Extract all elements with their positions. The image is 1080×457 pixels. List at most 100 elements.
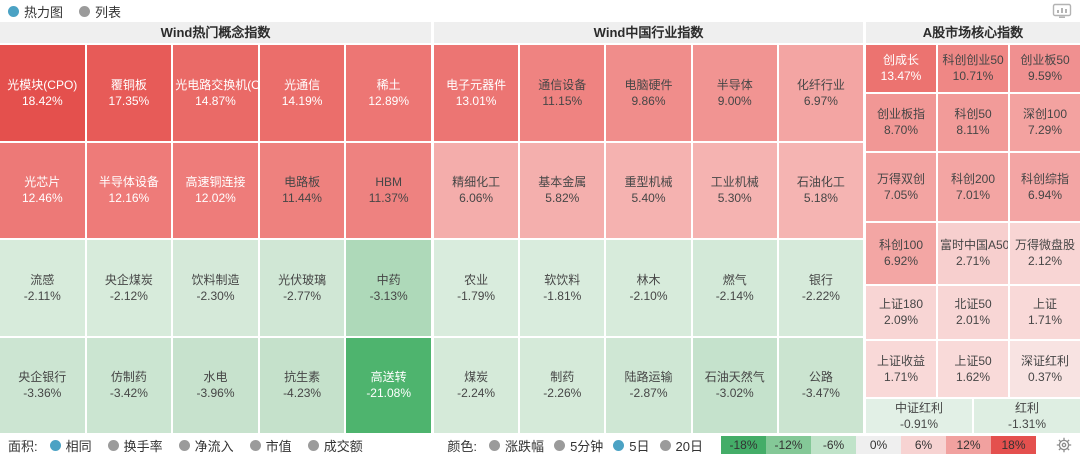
area-option-成交额[interactable]: 成交额 — [307, 436, 363, 455]
heatmap-cell[interactable]: 陆路运输 -2.87% — [606, 337, 691, 433]
section-title: Wind热门概念指数 — [0, 22, 431, 43]
color-scale-legend: -18% -12% -6% 0% 6% 12% 18% — [721, 436, 1036, 454]
heatmap-cell[interactable]: 覆铜板 17.35% — [86, 45, 172, 141]
heatmap-cell[interactable]: 光电路交换机(OC14.87% — [173, 45, 258, 141]
heatmap-cell[interactable]: 光芯片 12.46% — [0, 142, 85, 238]
heatmap-cell[interactable]: 上证 1.71% — [1010, 285, 1080, 339]
cell-index-name: 光芯片 — [24, 175, 61, 190]
legend-swatch-18%[interactable]: 18% — [991, 436, 1036, 454]
heatmap-cell[interactable]: 精细化工 6.06% — [434, 142, 519, 238]
heatmap-row: 光模块(CPO)18.42%覆铜板17.35%光电路交换机(OC14.87%光通… — [0, 45, 431, 141]
heatmap-cell[interactable]: 中药 -3.13% — [346, 240, 431, 336]
cell-index-name: 上证50 — [954, 353, 992, 368]
view-option-热力图[interactable]: 热力图 — [8, 2, 63, 21]
heatmap-cell[interactable]: 富时中国A50 2.71% — [938, 222, 1008, 284]
color-option-20日[interactable]: 20日 — [659, 436, 703, 455]
legend-swatch-12%[interactable]: 12% — [946, 436, 991, 454]
legend-swatch--12%[interactable]: -12% — [766, 436, 811, 454]
cell-change-value: 9.86% — [631, 93, 666, 108]
heatmap-cell[interactable]: 光通信 14.19% — [259, 45, 345, 141]
section-title: A股市场核心指数 — [866, 22, 1080, 43]
heatmap-cell[interactable]: 北证50 2.01% — [938, 285, 1008, 339]
heatmap-cell[interactable]: 软饮料 -1.81% — [520, 240, 605, 336]
section-title: Wind中国行业指数 — [434, 22, 863, 43]
heatmap-cell[interactable]: 创业板指 8.70% — [866, 93, 936, 151]
heatmap-cell[interactable]: 万得微盘股 2.12% — [1010, 222, 1080, 284]
heatmap-cell[interactable]: 深证红利 0.37% — [1010, 340, 1080, 398]
heatmap-cell[interactable]: 科创创业50 10.71% — [938, 45, 1008, 92]
legend-swatch--18%[interactable]: -18% — [721, 436, 766, 454]
cell-change-value: -3.13% — [369, 288, 408, 303]
heatmap-cell[interactable]: 电脑硬件 9.86% — [606, 45, 691, 141]
heatmap-cell[interactable]: 半导体 9.00% — [692, 45, 777, 141]
heatmap-cell[interactable]: 半导体设备 12.16% — [86, 142, 172, 238]
heatmap-cell[interactable]: 科创100 6.92% — [866, 222, 936, 284]
heatmap-cell[interactable]: 红利 -1.31% — [974, 399, 1080, 433]
heatmap-cell[interactable]: 化纤行业 6.97% — [778, 45, 864, 141]
heatmap-cell[interactable]: 燃气 -2.14% — [692, 240, 777, 336]
heatmap-cell[interactable]: 农业 -1.79% — [434, 240, 519, 336]
legend-swatch-0%[interactable]: 0% — [856, 436, 901, 454]
legend-swatch--6%[interactable]: -6% — [811, 436, 856, 454]
cell-change-value: -2.14% — [715, 288, 754, 303]
color-option-涨跌幅[interactable]: 涨跌幅 — [489, 436, 544, 455]
heatmap-cell[interactable]: 煤炭 -2.24% — [434, 337, 519, 433]
heatmap-cell[interactable]: 光模块(CPO) 18.42% — [0, 45, 85, 141]
heatmap-cell[interactable]: 光伏玻璃 -2.77% — [259, 240, 345, 336]
heatmap-cell[interactable]: 银行 -2.22% — [778, 240, 864, 336]
cell-change-value: -2.87% — [629, 386, 668, 401]
area-option-净流入[interactable]: 净流入 — [178, 436, 234, 455]
heatmap-cell[interactable]: 上证收益 1.71% — [866, 340, 936, 398]
heatmap-cell[interactable]: 中证红利 -0.91% — [866, 399, 972, 433]
heatmap-cell[interactable]: 电路板 11.44% — [259, 142, 345, 238]
settings-gear-icon[interactable] — [1056, 437, 1072, 453]
legend-swatch-6%[interactable]: 6% — [901, 436, 946, 454]
heatmap-cell[interactable]: 林木 -2.10% — [606, 240, 691, 336]
heatmap-cell[interactable]: 公路 -3.47% — [778, 337, 864, 433]
heatmap-cell[interactable]: 饮料制造 -2.30% — [173, 240, 258, 336]
cell-index-name: 科创50 — [954, 107, 992, 122]
heatmap-cell[interactable]: 仿制药 -3.42% — [86, 337, 172, 433]
heatmap-cell[interactable]: 创业板50 9.59% — [1010, 45, 1080, 92]
heatmap-cell[interactable]: 重型机械 5.40% — [606, 142, 691, 238]
area-option-相同[interactable]: 相同 — [49, 436, 92, 455]
heatmap-cell[interactable]: 石油天然气 -3.02% — [692, 337, 777, 433]
heatmap-cell[interactable]: 稀土 12.89% — [346, 45, 431, 141]
heatmap-cell[interactable]: HBM 11.37% — [346, 142, 431, 238]
heatmap-cell[interactable]: 万得双创 7.05% — [866, 152, 936, 221]
color-control-group: 颜色: 涨跌幅 5分钟 5日 20日 -18% -12% -6% 0% 6% 12% 18% — [447, 436, 1072, 455]
heatmap-cell[interactable]: 科创50 8.11% — [938, 93, 1008, 151]
color-option-5分钟[interactable]: 5分钟 — [554, 436, 603, 455]
heatmap-row: 创成长 13.47% 科创创业50 10.71% 创业板50 9.59% — [866, 45, 1080, 92]
color-option-5日[interactable]: 5日 — [613, 436, 650, 455]
area-control-group: 面积: 相同 换手率 净流入 市值 成交额 — [8, 436, 363, 455]
heatmap-cell[interactable]: 上证180 2.09% — [866, 285, 936, 339]
heatmap-cell[interactable]: 抗生素 -4.23% — [259, 337, 345, 433]
heatmap-cell[interactable]: 央企银行 -3.36% — [0, 337, 85, 433]
heatmap-cell[interactable]: 基本金属 5.82% — [520, 142, 605, 238]
heatmap-cell[interactable]: 制药 -2.26% — [520, 337, 605, 433]
screenshot-icon[interactable] — [1052, 3, 1072, 19]
radio-label: 热力图 — [24, 4, 64, 20]
heatmap-cell[interactable]: 高速铜连接 12.02% — [173, 142, 258, 238]
view-option-列表[interactable]: 列表 — [79, 2, 121, 21]
heatmap-cell[interactable]: 深创100 7.29% — [1010, 93, 1080, 151]
heatmap-cell[interactable]: 央企煤炭 -2.12% — [86, 240, 172, 336]
area-option-换手率[interactable]: 换手率 — [107, 436, 163, 455]
heatmap-cell[interactable]: 流感 -2.11% — [0, 240, 85, 336]
area-option-市值[interactable]: 市值 — [249, 436, 292, 455]
cell-change-value: 14.19% — [281, 93, 323, 108]
heatmap-cell[interactable]: 电子元器件 13.01% — [434, 45, 519, 141]
radio-label: 5分钟 — [570, 438, 604, 454]
cell-change-value: 1.71% — [883, 369, 919, 384]
heatmap-cell[interactable]: 工业机械 5.30% — [692, 142, 777, 238]
heatmap-cell[interactable]: 科创综指 6.94% — [1010, 152, 1080, 221]
heatmap-cell[interactable]: 高送转 -21.08% — [346, 337, 431, 433]
heatmap-cell[interactable]: 通信设备 11.15% — [520, 45, 605, 141]
heatmap-cell[interactable]: 创成长 13.47% — [866, 45, 936, 92]
heatmap-cell[interactable]: 石油化工 5.18% — [778, 142, 864, 238]
cell-index-name: 抗生素 — [284, 370, 321, 385]
heatmap-cell[interactable]: 水电 -3.96% — [173, 337, 258, 433]
heatmap-cell[interactable]: 上证50 1.62% — [938, 340, 1008, 398]
heatmap-cell[interactable]: 科创200 7.01% — [938, 152, 1008, 221]
